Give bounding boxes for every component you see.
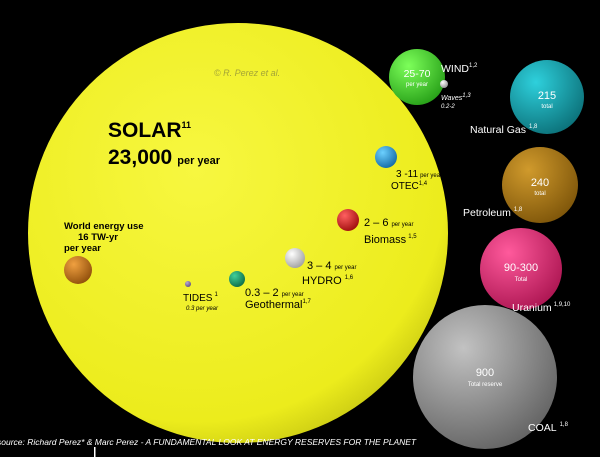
petroleum-sphere xyxy=(502,147,578,223)
natural-gas-ref: 1,8 xyxy=(529,124,538,130)
biomass-sphere xyxy=(337,209,359,231)
hydro-name-line: HYDRO 1,6 xyxy=(302,275,354,287)
otec-value-line: 3 -11 per year xyxy=(396,169,442,180)
uranium-name: Uranium xyxy=(512,302,552,314)
natural-gas-sphere xyxy=(510,60,584,134)
coal-sphere xyxy=(413,305,557,449)
source-text: source: Richard Perez* & Marc Perez - A … xyxy=(0,437,417,447)
tides-name: TIDES xyxy=(183,293,213,304)
waves-name-line: Waves1,3 xyxy=(441,93,471,102)
petroleum-name: Petroleum xyxy=(463,207,511,219)
biomass-ref: 1,5 xyxy=(408,234,417,240)
coal-value: 900 xyxy=(476,367,494,379)
natural-gas-name-line: Natural Gas 1,8 xyxy=(470,124,538,136)
biomass-name: Biomass xyxy=(364,234,407,246)
wind-ref: 1,2 xyxy=(469,63,478,69)
tides-sphere xyxy=(185,281,191,287)
world-use-sphere xyxy=(64,256,92,284)
petroleum-ref: 1,8 xyxy=(514,207,523,213)
hydro-sphere xyxy=(285,248,305,268)
coal-name: COAL xyxy=(528,422,557,434)
solar-ref: 11 xyxy=(182,120,192,130)
tides-name-line: TIDES 1 xyxy=(183,292,218,304)
uranium-sphere xyxy=(480,228,562,310)
geothermal-value-line: 0.3 – 2 per year xyxy=(245,287,304,299)
uranium-unit: Total xyxy=(515,277,528,283)
natural-gas-name: Natural Gas xyxy=(470,124,526,136)
solar-unit: per year xyxy=(177,155,221,167)
hydro-unit: per year xyxy=(334,265,356,271)
world-use-line1: World energy use xyxy=(64,221,144,232)
world-use-line2: 16 TW-yr xyxy=(78,232,118,243)
waves-ref: 1,3 xyxy=(462,93,471,99)
natural-gas-unit: total xyxy=(541,104,552,110)
coal-name-line: COAL 1,8 xyxy=(528,422,569,434)
otec-unit: per year xyxy=(420,173,442,179)
otec-sphere xyxy=(375,146,397,168)
natural-gas-value: 215 xyxy=(538,90,556,102)
solar-sphere xyxy=(28,23,448,443)
petroleum-value: 240 xyxy=(531,177,549,189)
biomass-name-line: Biomass 1,5 xyxy=(364,234,417,246)
biomass-value: 2 – 6 xyxy=(364,217,388,229)
otec-ref: 1,4 xyxy=(419,181,428,187)
solar-value-line: 23,000 per year xyxy=(108,146,221,169)
petroleum-unit: total xyxy=(534,191,545,197)
wind-value: 25-70 xyxy=(404,68,431,80)
uranium-value: 90-300 xyxy=(504,262,538,274)
geothermal-name-line: Geothermal1,7 xyxy=(245,299,311,311)
geothermal-unit: per year xyxy=(282,292,304,298)
otec-value: 3 -11 xyxy=(396,169,418,180)
wind-name-line: WIND1,2 xyxy=(441,63,478,75)
waves-sphere xyxy=(440,80,448,88)
waves-value: 0.2-2 xyxy=(441,104,455,110)
coal-ref: 1,8 xyxy=(560,422,569,428)
solar-name: SOLAR xyxy=(108,119,182,142)
hydro-ref: 1,6 xyxy=(345,275,354,281)
hydro-value-line: 3 – 4 per year xyxy=(307,260,356,272)
tides-value: 0.3 per year xyxy=(186,306,219,312)
uranium-ref: 1,9,10 xyxy=(554,302,571,308)
otec-name: OTEC xyxy=(391,181,419,192)
wind-sphere xyxy=(389,49,445,105)
solar-label: SOLAR11 xyxy=(108,119,191,142)
petroleum-name-line: Petroleum 1,8 xyxy=(463,207,523,219)
tides-ref: 1 xyxy=(214,292,218,298)
text-cursor xyxy=(94,447,96,457)
solar-value: 23,000 xyxy=(108,146,172,169)
world-use-line3: per year xyxy=(64,243,101,254)
biomass-unit: per year xyxy=(391,222,413,228)
hydro-value: 3 – 4 xyxy=(307,260,331,272)
waves-name: Waves xyxy=(441,95,463,102)
wind-unit: per year xyxy=(406,82,428,88)
geothermal-value: 0.3 – 2 xyxy=(245,287,279,299)
geothermal-ref: 1,7 xyxy=(302,299,311,305)
biomass-value-line: 2 – 6 per year xyxy=(364,217,413,229)
credit-text: © R. Perez et al. xyxy=(214,68,280,78)
hydro-name: HYDRO xyxy=(302,275,342,287)
geothermal-sphere xyxy=(229,271,245,287)
coal-unit: Total reserve xyxy=(468,382,503,388)
otec-name-line: OTEC1,4 xyxy=(391,181,428,192)
uranium-name-line: Uranium 1,9,10 xyxy=(512,302,571,314)
geothermal-name: Geothermal xyxy=(245,299,302,311)
wind-name: WIND xyxy=(441,63,469,75)
